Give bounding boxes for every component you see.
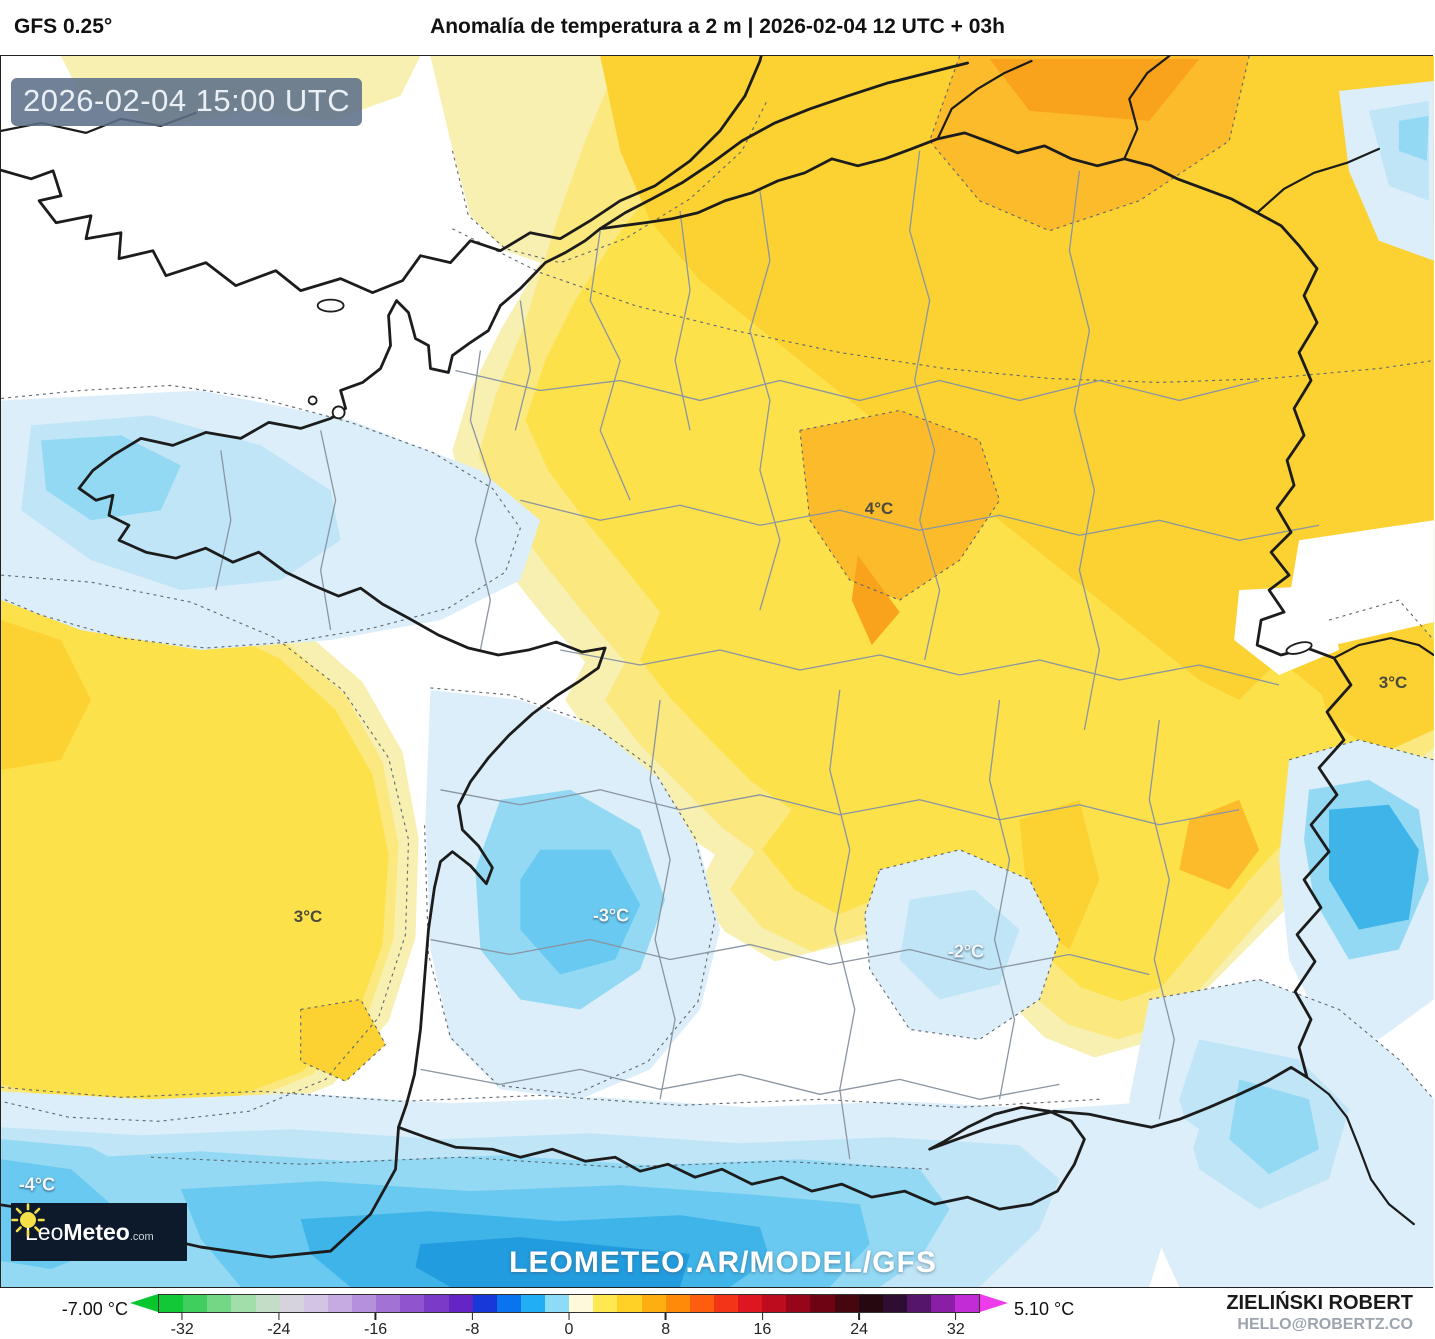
- belgium-coastline: [598, 61, 969, 231]
- temp-label: -2°C: [947, 941, 985, 962]
- colorbar-segment: [906, 1295, 931, 1312]
- colorbar-segment: [617, 1295, 642, 1312]
- colorbar-segment: [424, 1295, 449, 1312]
- lake-geneva: [1285, 641, 1313, 655]
- blue-regions: [1, 80, 1434, 1287]
- white-regions: [1234, 520, 1434, 675]
- colorbar-segment: [593, 1295, 618, 1312]
- colorbar-tick: 8: [661, 1313, 670, 1339]
- model-label: GFS 0.25°: [14, 15, 113, 38]
- colorbar-segment: [665, 1295, 690, 1312]
- colorbar-segment: [448, 1295, 473, 1312]
- colorbar-segment: [183, 1295, 208, 1312]
- colorbar-segment: [955, 1295, 980, 1312]
- colorbar-segment: [569, 1295, 594, 1312]
- contour-dash-lines: [1, 56, 1434, 1170]
- colorbar-left-arrow: [130, 1294, 158, 1312]
- isle-of-wight: [316, 298, 345, 313]
- colorbar-segment: [931, 1295, 956, 1312]
- logo-text: LeoMeteo.com: [25, 1218, 154, 1245]
- colorbar-segment: [327, 1295, 352, 1312]
- colorbar-segment: [689, 1295, 714, 1312]
- colorbar-tick: -8: [465, 1313, 479, 1339]
- leometeo-logo: LeoMeteo.com: [11, 1203, 187, 1261]
- temp-label: -4°C: [18, 1174, 56, 1195]
- colorbar-tick: 24: [850, 1313, 868, 1339]
- colorbar-segment: [159, 1295, 184, 1312]
- colorbar-segment: [882, 1295, 907, 1312]
- colorbar-segment: [303, 1295, 328, 1312]
- colorbar-segment: [279, 1295, 304, 1312]
- liguria-coastline: [1305, 1076, 1415, 1226]
- colorbar-segment: [496, 1295, 521, 1312]
- temp-label: 3°C: [1378, 673, 1408, 692]
- england-coastline: [1, 56, 763, 295]
- channel-island: [331, 405, 346, 420]
- colorbar-body: [158, 1294, 980, 1313]
- legend-bar: -7.00 °C -32 -24 -16 -8 0 8 16 24 32 5.10 °C ZIE…: [0, 1288, 1435, 1339]
- colorbar-segment: [545, 1295, 570, 1312]
- colorbar-segment: [762, 1295, 787, 1312]
- france-border: [77, 131, 1353, 1211]
- colorbar-segment: [713, 1295, 738, 1312]
- colorbar-tick: -24: [267, 1313, 290, 1339]
- anomaly-map: [1, 56, 1434, 1287]
- channel-island: [307, 395, 318, 406]
- colorbar-segment: [400, 1295, 425, 1312]
- colorbar-max-label: 5.10 °C: [1014, 1299, 1075, 1319]
- colorbar-segment: [376, 1295, 401, 1312]
- colorbar-segment: [231, 1295, 256, 1312]
- colorbar-right-arrow: [980, 1294, 1008, 1312]
- colorbar-min-label: -7.00 °C: [61, 1299, 128, 1319]
- contact-credit: HELLO@ROBERTZ.CO: [1237, 1316, 1413, 1333]
- map-labels: 4°C 3°C 3°C -3°C -2°C -4°C: [1, 56, 1432, 1287]
- luxembourg-border: [1123, 56, 1171, 160]
- temp-label: 3°C: [293, 907, 323, 926]
- switzerland-border: [1332, 636, 1434, 660]
- timestamp-badge: 2026-02-04 15:00 UTC: [11, 78, 363, 126]
- colorbar-segment: [520, 1295, 545, 1312]
- page-title: Anomalía de temperatura a 2 m | 2026-02-…: [430, 15, 1005, 38]
- author-credit: ZIELIŃSKI ROBERT: [1226, 1292, 1413, 1314]
- colorbar-segment: [472, 1295, 497, 1312]
- colorbar-segment: [352, 1295, 377, 1312]
- colorbar-segment: [810, 1295, 835, 1312]
- header-bar: GFS 0.25° Anomalía de temperatura a 2 m …: [0, 0, 1435, 55]
- colorbar-segment: [858, 1295, 883, 1312]
- colorbar-segment: [641, 1295, 666, 1312]
- colorbar-tick: 16: [754, 1313, 771, 1339]
- colorbar-segment: [255, 1295, 280, 1312]
- sun-icon: [11, 1203, 45, 1237]
- colorbar-ticks: -32 -24 -16 -8 0 8 16 24 32: [158, 1313, 980, 1339]
- rhine-border: [1256, 147, 1381, 214]
- germany-border: [936, 59, 1033, 140]
- colorbar-segment: [786, 1295, 811, 1312]
- temp-label: 4°C: [864, 499, 894, 518]
- country-borders: [1, 56, 1434, 1259]
- colorbar-segment: [738, 1295, 763, 1312]
- colorbar-tick: -32: [171, 1313, 194, 1339]
- colorbar-tick: 0: [565, 1313, 573, 1339]
- colorbar-tick: 32: [947, 1313, 965, 1339]
- colorbar-segment: [207, 1295, 232, 1312]
- watermark-text: LEOMETEO.AR/MODEL/GFS: [509, 1246, 937, 1279]
- temp-label: -3°C: [592, 905, 630, 926]
- colorbar-segment: [834, 1295, 859, 1312]
- colorbar-tick: -16: [364, 1313, 387, 1339]
- map-canvas[interactable]: 4°C 3°C 3°C -3°C -2°C -4°C 2026-02-04 15:00 U…: [0, 55, 1434, 1288]
- department-boundaries: [215, 150, 1320, 1160]
